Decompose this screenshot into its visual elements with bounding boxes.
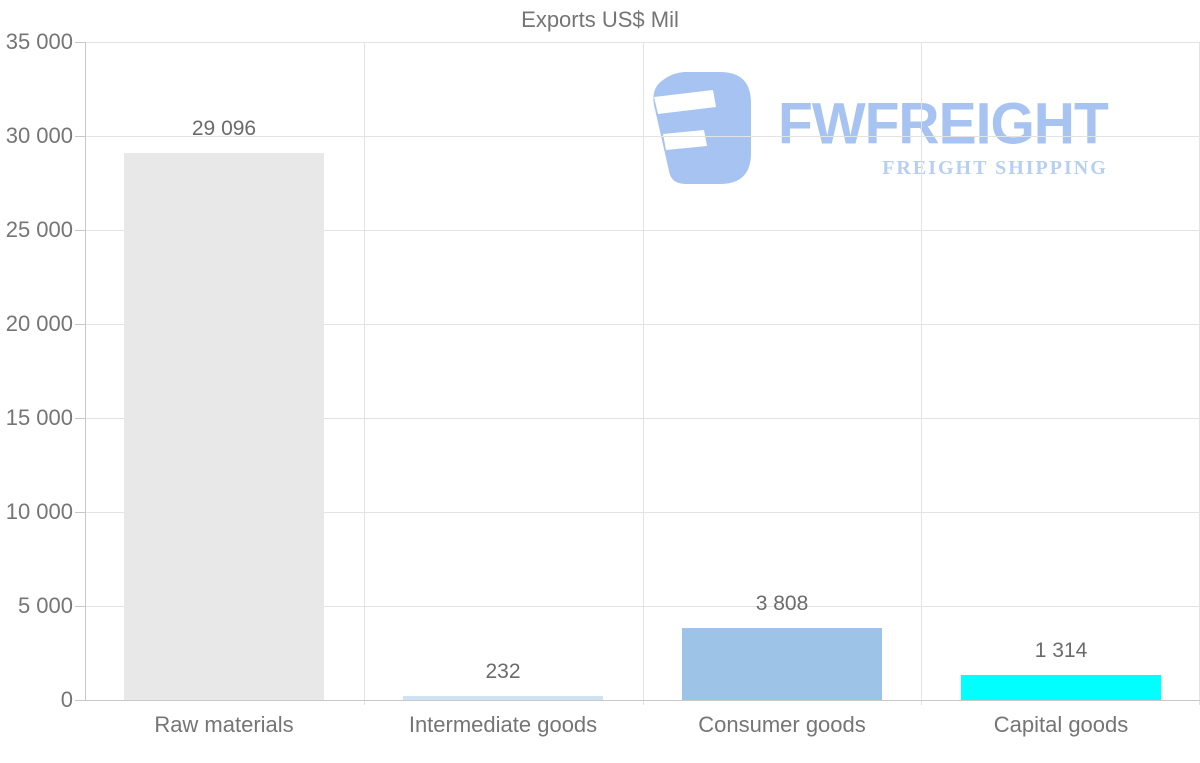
category-label: Capital goods (993, 712, 1129, 737)
y-tick (75, 606, 85, 607)
watermark-brand: FWFREIGHT (778, 91, 1109, 157)
chart-title: Exports US$ Mil (521, 7, 679, 32)
y-axis-label: 20 000 (5, 311, 73, 336)
watermark-text: FWFREIGHT FREIGHT SHIPPING (778, 70, 1109, 180)
bar-value-label: 1 314 (1034, 639, 1088, 662)
bar-intermediate-goods[interactable] (403, 696, 603, 700)
bar-value-label: 3 808 (755, 592, 809, 615)
bar-value-label: 29 096 (191, 117, 257, 140)
y-tick (75, 324, 85, 325)
y-gridline (85, 230, 1200, 231)
x-gridline (643, 42, 644, 705)
y-gridline (85, 42, 1200, 43)
y-axis-line (85, 42, 86, 700)
y-tick (75, 512, 85, 513)
y-tick (75, 418, 85, 419)
y-axis-label: 25 000 (5, 217, 73, 242)
y-axis-label: 0 (60, 687, 73, 712)
watermark-tagline: FREIGHT SHIPPING (882, 157, 1108, 179)
watermark-logo: FWFREIGHT FREIGHT SHIPPING (648, 70, 1109, 185)
y-axis-label: 10 000 (5, 499, 73, 524)
y-tick (75, 230, 85, 231)
y-gridline (85, 512, 1200, 513)
y-axis-label: 15 000 (5, 405, 73, 430)
x-gridline (364, 42, 365, 705)
y-gridline (85, 418, 1200, 419)
y-tick (75, 42, 85, 43)
category-label: Raw materials (154, 712, 294, 737)
category-label: Consumer goods (698, 712, 866, 737)
y-gridline (85, 324, 1200, 325)
y-axis-label: 5 000 (17, 593, 73, 618)
x-gridline (921, 42, 922, 705)
y-axis-label: 35 000 (5, 29, 73, 54)
category-label: Intermediate goods (408, 712, 598, 737)
bar-value-label: 232 (485, 660, 521, 683)
y-tick (75, 136, 85, 137)
x-axis-line (85, 700, 1200, 701)
y-gridline (85, 606, 1200, 607)
y-gridline (85, 136, 1200, 137)
y-tick (75, 700, 85, 701)
fwfreight-logo-icon (653, 72, 751, 184)
bar-consumer-goods[interactable] (682, 628, 882, 700)
bar-raw-materials[interactable] (124, 153, 324, 700)
y-axis-label: 30 000 (5, 123, 73, 148)
bar-capital-goods[interactable] (961, 675, 1161, 700)
